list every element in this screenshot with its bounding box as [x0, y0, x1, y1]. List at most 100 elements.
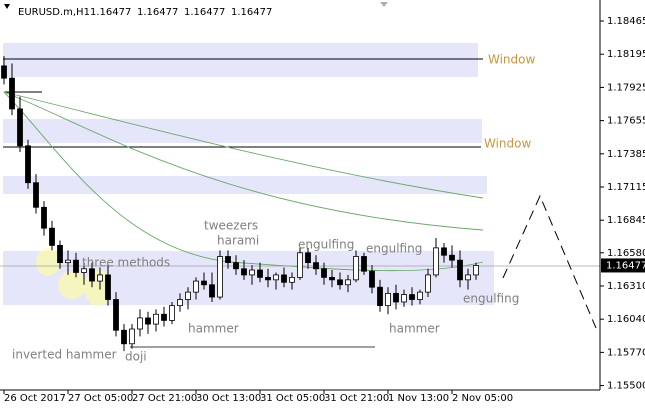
- candle-body: [57, 245, 63, 264]
- y-tick-label: 1.18195: [607, 49, 645, 60]
- candle-body: [129, 328, 135, 345]
- annotation: hammer: [389, 322, 440, 336]
- y-tick-label: 1.17385: [607, 149, 645, 160]
- candle-body: [385, 292, 391, 307]
- candle-body: [169, 305, 175, 321]
- candle-body: [313, 262, 319, 270]
- candle-body: [409, 294, 415, 300]
- candle-body: [105, 274, 111, 300]
- x-tick-label: 1 Nov 13:00: [388, 393, 449, 404]
- y-tick-label: 1.16580: [607, 248, 645, 259]
- candle-body: [41, 206, 47, 229]
- candle-body: [369, 270, 375, 288]
- candle-body: [33, 182, 39, 208]
- candle-body: [425, 274, 431, 293]
- candle-body: [321, 268, 327, 278]
- y-tick-label: 1.16310: [607, 281, 645, 292]
- zone-label: Window: [488, 53, 536, 67]
- header: EURUSD.m,H1: [18, 7, 90, 18]
- candle-body: [433, 247, 439, 276]
- candle-body: [441, 247, 447, 256]
- zone: [3, 176, 487, 194]
- highlight-circle: [58, 271, 86, 299]
- y-tick-label: 1.17925: [607, 82, 645, 93]
- candle-body: [465, 274, 471, 281]
- candle-body: [153, 313, 159, 325]
- header-price: 1.16477: [90, 7, 131, 18]
- price-label: 1.16477: [606, 260, 645, 271]
- annotation: doji: [125, 350, 147, 364]
- y-tick-label: 1.16845: [607, 215, 645, 226]
- candle-body: [89, 268, 95, 282]
- annotation: harami: [217, 234, 259, 248]
- x-tick-label: 27 Oct 21:00: [132, 393, 197, 404]
- y-tick-label: 1.17655: [607, 116, 645, 127]
- annotation: inverted hammer: [12, 348, 117, 362]
- candle-body: [193, 280, 199, 293]
- candle-body: [65, 259, 71, 264]
- ma-line: [3, 91, 484, 231]
- candle-body: [209, 284, 215, 298]
- candle-body: [233, 262, 239, 270]
- candle-body: [177, 299, 183, 307]
- menu-marker: [4, 4, 10, 9]
- zone: [3, 119, 482, 143]
- x-tick-label: 2 Nov 05:00: [452, 393, 513, 404]
- annotation: engulfing: [366, 242, 422, 256]
- candle-body: [1, 65, 7, 79]
- header-price: 1.16477: [231, 7, 272, 18]
- y-tick-label: 1.15500: [607, 381, 645, 392]
- candle-body: [377, 286, 383, 307]
- symbol: EURUSD.m,H1: [18, 7, 90, 18]
- candle-body: [217, 256, 223, 298]
- candle-body: [9, 77, 15, 110]
- annotation: tweezers: [204, 219, 258, 233]
- x-tick-label: 31 Oct 21:00: [324, 393, 389, 404]
- candle-body: [97, 274, 103, 282]
- y-tick-label: 1.16040: [607, 314, 645, 325]
- zone-label: Window: [484, 137, 532, 151]
- candle-body: [289, 276, 295, 283]
- candle-body: [49, 227, 55, 246]
- candle-body: [185, 291, 191, 300]
- candle-body: [473, 265, 479, 276]
- candle-body: [281, 274, 287, 283]
- candle-body: [265, 276, 271, 281]
- y-tick-label: 1.15770: [607, 347, 645, 358]
- candle-body: [337, 279, 343, 286]
- candle-body: [113, 299, 119, 331]
- candle-body: [17, 108, 23, 147]
- candle-body: [121, 329, 127, 345]
- ma-line: [3, 91, 484, 199]
- zone: [3, 43, 478, 77]
- x-tick-label: 31 Oct 05:00: [260, 393, 325, 404]
- candle-body: [345, 279, 351, 286]
- candle-body: [241, 268, 247, 276]
- x-tick-label: 30 Oct 13:00: [196, 393, 261, 404]
- candle-body: [401, 294, 407, 303]
- header-price: 1.16477: [184, 7, 225, 18]
- y-tick-label: 1.18465: [607, 16, 645, 27]
- candle-body: [161, 313, 167, 321]
- candle-body: [25, 145, 31, 184]
- price-box: [601, 258, 645, 273]
- annotation: engulfing: [298, 238, 354, 252]
- candle-body: [297, 252, 303, 278]
- candle-body: [81, 268, 87, 273]
- annotation: hammer: [188, 322, 239, 336]
- candle-body: [305, 252, 311, 264]
- candle-body: [393, 292, 399, 303]
- candle-body: [137, 317, 143, 330]
- candle-body: [329, 276, 335, 281]
- highlight-circle: [36, 248, 60, 276]
- x-tick-label: 27 Oct 05:00: [68, 393, 133, 404]
- candle-body: [417, 291, 423, 300]
- x-tick-label: 26 Oct 2017: [4, 393, 66, 404]
- projection: [502, 194, 597, 329]
- candle-body: [457, 259, 463, 281]
- candle-body: [449, 254, 455, 261]
- candle-body: [273, 274, 279, 281]
- annotation: engulfing: [463, 292, 519, 306]
- candle-body: [201, 280, 207, 286]
